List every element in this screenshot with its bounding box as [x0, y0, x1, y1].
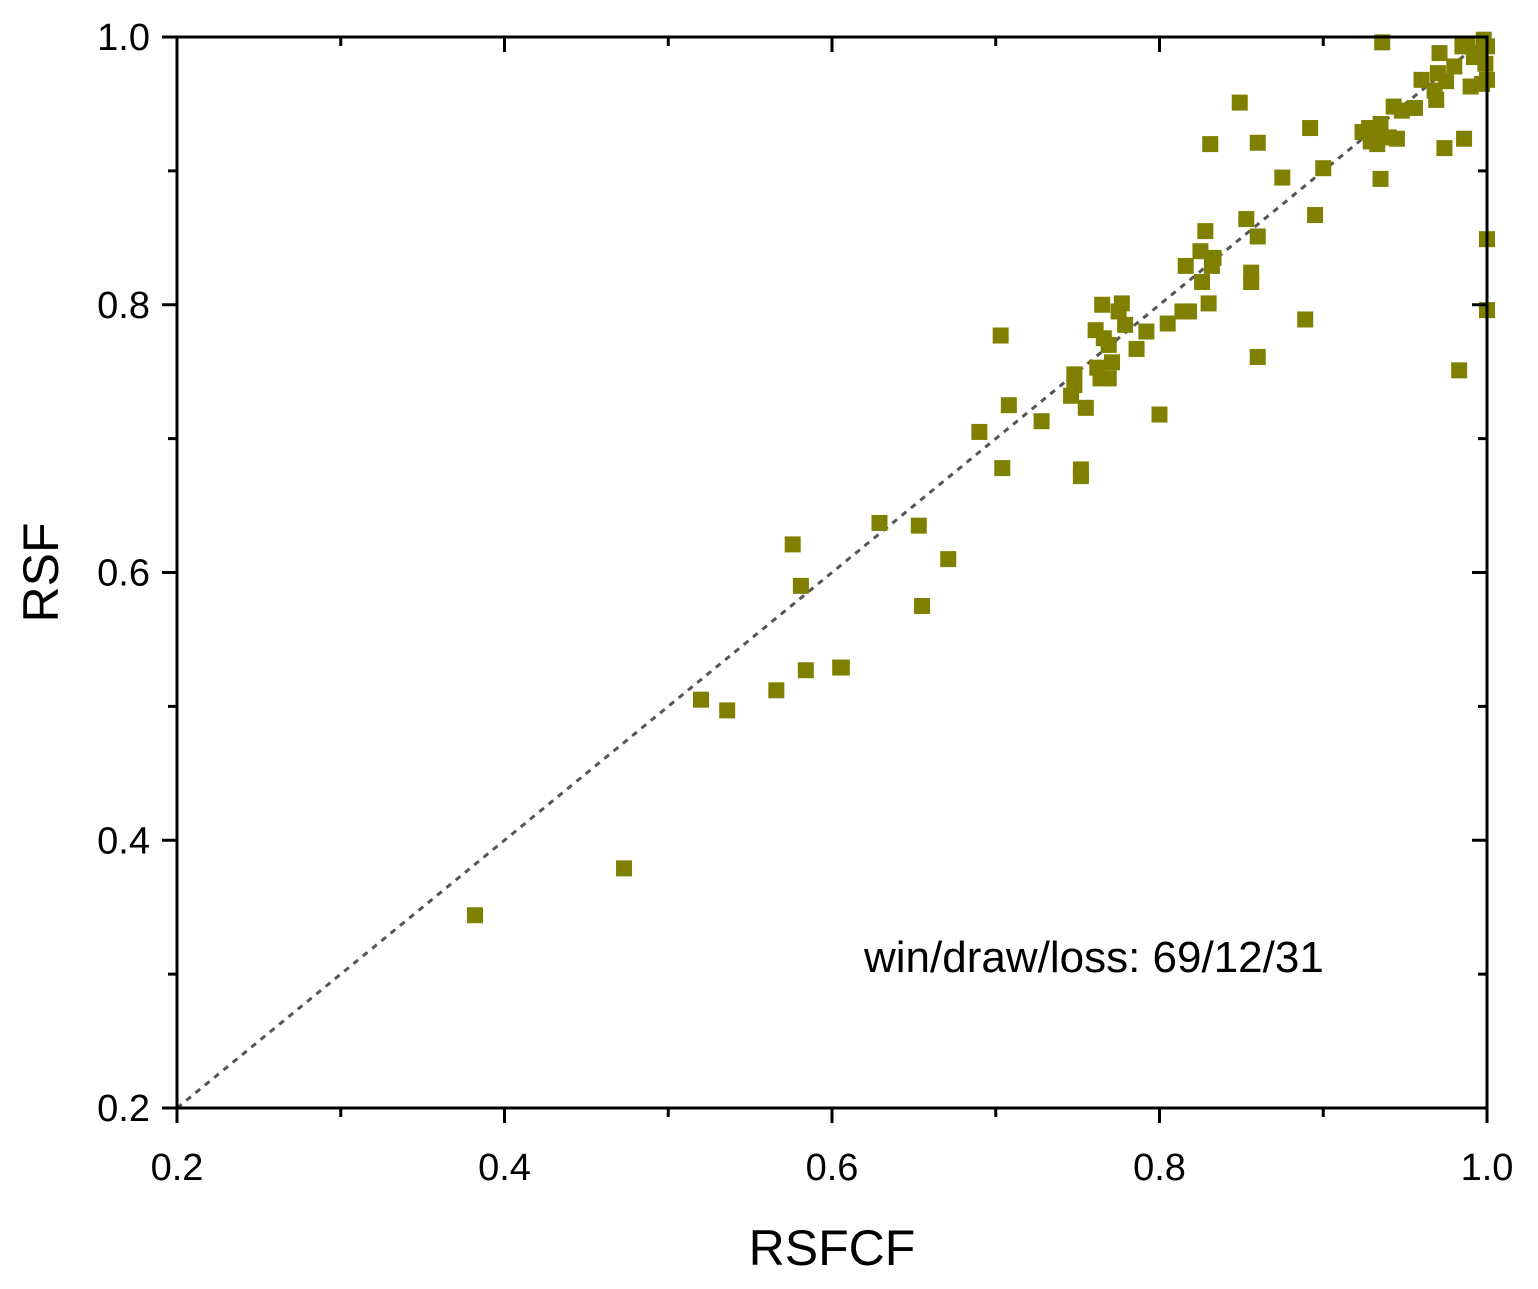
data-point: [992, 327, 1009, 344]
data-point: [1274, 169, 1291, 186]
data-point: [914, 597, 931, 614]
data-point: [1000, 397, 1017, 414]
data-point: [1428, 91, 1445, 108]
x-tick-label: 0.8: [1133, 1147, 1186, 1189]
data-point: [1249, 348, 1266, 365]
data-point: [1194, 273, 1211, 290]
data-point: [1205, 249, 1222, 266]
data-point: [994, 460, 1011, 477]
data-point: [1406, 99, 1423, 116]
data-point: [1104, 354, 1121, 371]
data-point: [1413, 71, 1430, 88]
data-point: [467, 907, 484, 924]
data-point: [1477, 55, 1494, 72]
data-point: [693, 691, 709, 708]
axis-ticks-layer: 0.2 0.4 0.6 0.8 1.0 0.2 0.4 0.6 0.8 1.0: [97, 17, 1513, 1189]
y-tick-label: 0.4: [97, 820, 150, 862]
data-point: [784, 536, 801, 553]
data-point: [719, 702, 736, 719]
data-point: [1177, 257, 1194, 274]
x-tick-label: 1.0: [1461, 1147, 1514, 1189]
data-point: [1249, 134, 1266, 151]
data-point: [1138, 323, 1155, 340]
x-tick-label: 0.4: [478, 1147, 531, 1189]
data-point: [1151, 406, 1168, 423]
data-point: [792, 577, 809, 594]
data-point: [1066, 377, 1083, 394]
data-point: [1128, 340, 1145, 357]
data-point: [1438, 73, 1455, 90]
data-point: [1192, 243, 1209, 260]
data-point: [1033, 413, 1050, 430]
data-point: [1451, 362, 1468, 379]
data-point: [1307, 207, 1324, 224]
data-point: [1113, 295, 1130, 312]
data-point: [1100, 370, 1117, 387]
y-tick-label: 0.2: [97, 1088, 150, 1130]
data-point: [1180, 303, 1197, 320]
data-point: [1456, 130, 1473, 147]
data-point: [1238, 211, 1255, 228]
data-point: [616, 860, 633, 877]
data-point: [1094, 296, 1111, 313]
data-point: [833, 659, 850, 676]
x-tick-label: 0.2: [151, 1147, 204, 1189]
data-point: [1393, 102, 1410, 119]
data-point: [1197, 223, 1214, 240]
data-point: [871, 514, 888, 531]
data-point: [768, 682, 785, 699]
y-tick-label: 0.6: [97, 553, 150, 595]
data-point: [797, 662, 814, 679]
y-tick-label: 1.0: [97, 17, 150, 59]
data-point: [1117, 316, 1134, 333]
data-point: [1388, 130, 1405, 147]
data-point: [1372, 116, 1389, 133]
data-point: [1302, 120, 1319, 137]
data-point: [1297, 311, 1314, 328]
data-points-layer: [467, 31, 1495, 924]
y-axis-title: RSF: [13, 523, 69, 623]
data-point: [1100, 336, 1117, 353]
data-point: [1372, 170, 1389, 187]
data-point: [1249, 228, 1266, 245]
data-point: [1072, 468, 1089, 485]
data-point: [910, 517, 927, 534]
data-point: [1231, 94, 1248, 111]
data-point: [1446, 58, 1463, 75]
x-axis-title: RSFCF: [749, 1220, 916, 1276]
y-tick-label: 0.8: [97, 285, 150, 327]
data-point: [1077, 399, 1094, 416]
data-point: [1315, 160, 1332, 177]
data-point: [1202, 136, 1219, 153]
data-point: [1243, 273, 1260, 290]
data-point: [1431, 45, 1448, 62]
win-draw-loss-annotation: win/draw/loss: 69/12/31: [863, 933, 1324, 982]
x-tick-label: 0.6: [806, 1147, 859, 1189]
data-point: [1436, 140, 1453, 157]
data-point: [1159, 315, 1176, 332]
data-point: [971, 423, 988, 440]
data-point: [940, 551, 957, 568]
data-point: [1200, 295, 1217, 312]
